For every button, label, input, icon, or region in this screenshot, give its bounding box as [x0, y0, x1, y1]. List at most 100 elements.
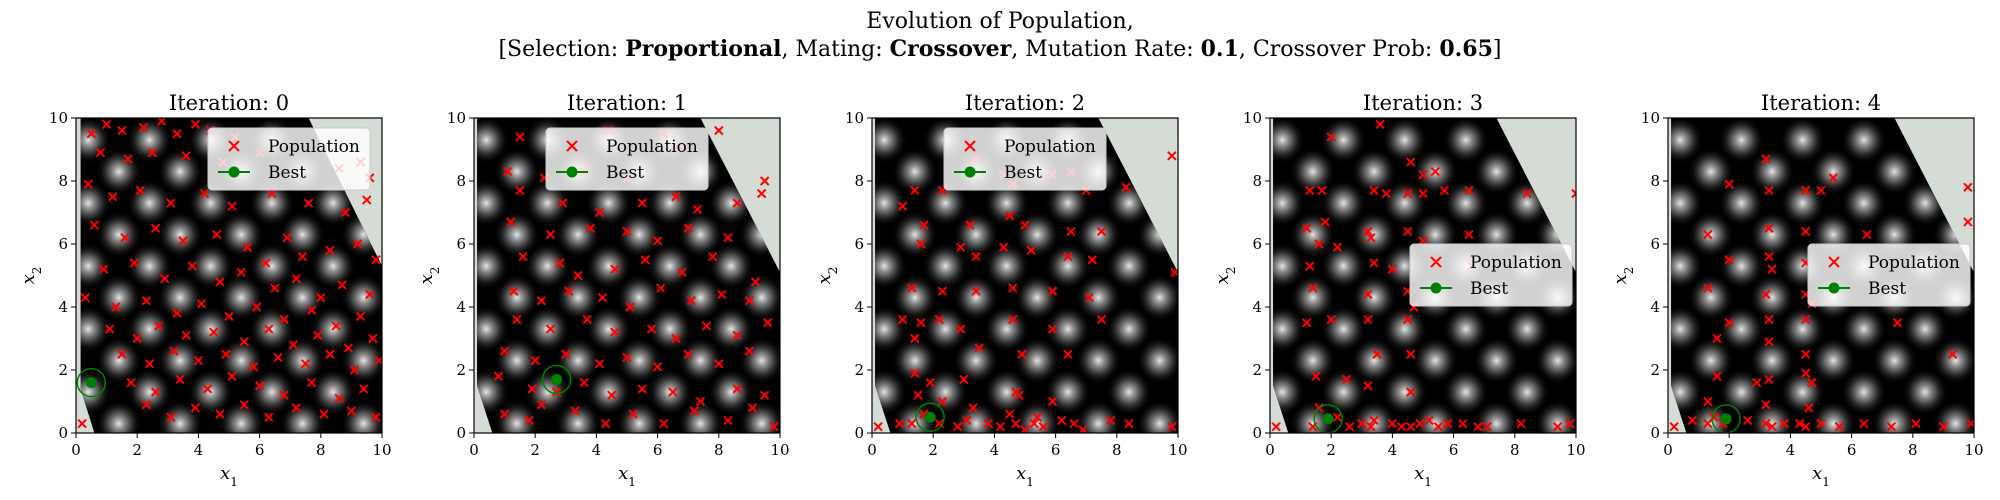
population-point [325, 245, 335, 256]
x-tick-label: 4 [592, 441, 602, 459]
y-tick-label: 2 [58, 361, 68, 379]
fitness-peak [1351, 273, 1397, 322]
population-point [910, 185, 920, 196]
fitness-peak [1381, 179, 1428, 227]
fitness-peak [1106, 368, 1152, 416]
fitness-peak [1442, 368, 1489, 416]
fitness-peak [1320, 242, 1367, 290]
fitness-peak [677, 273, 724, 322]
fitness-peak [1289, 273, 1336, 322]
fitness-peak [218, 399, 265, 433]
legend-population-label: Population [268, 137, 360, 157]
population-point [267, 188, 277, 199]
population-point [536, 399, 547, 410]
fitness-peak [1871, 147, 1918, 196]
population-point [1302, 223, 1312, 233]
fitness-peak [1044, 368, 1091, 416]
legend-population-marker [1430, 256, 1442, 268]
legend: Population Best [1409, 243, 1573, 307]
population-point [1522, 188, 1532, 199]
population-point [509, 286, 519, 296]
population-point [306, 305, 317, 315]
x-tick-label: 2 [928, 441, 938, 459]
population-point [907, 283, 917, 293]
fitness-peak [1779, 305, 1826, 353]
population-point [1011, 418, 1021, 429]
population-point [108, 192, 118, 202]
fitness-peak [708, 305, 754, 353]
fitness-peak [1671, 242, 1704, 290]
population-point [1014, 390, 1024, 400]
population-point [750, 277, 761, 287]
x-tick-label: 4 [1786, 441, 1796, 459]
population-point [536, 295, 547, 306]
y-tick-label: 0 [456, 424, 466, 442]
population-point [306, 377, 317, 388]
legend-population-label: Population [606, 137, 698, 157]
population-point [637, 384, 648, 394]
population-point [1834, 421, 1845, 432]
x-axis-label: x1 [1414, 463, 1432, 489]
fitness-peak [1320, 179, 1367, 227]
population-point [971, 286, 981, 296]
population-point [579, 377, 589, 388]
title-part-6: , Crossover Prob: [1239, 37, 1439, 62]
fitness-peak [126, 118, 173, 164]
fitness-peak [1671, 179, 1704, 227]
population-point [1381, 188, 1391, 199]
population-point [358, 384, 369, 394]
fitness-peak [126, 242, 173, 290]
population-point [1167, 151, 1177, 161]
population-point [1363, 314, 1373, 325]
population-point [732, 384, 742, 394]
population-point [524, 415, 534, 426]
legend-best-marker [1430, 282, 1442, 294]
fitness-peak [1671, 368, 1704, 416]
population-point [502, 166, 513, 177]
panel-title: Iteration: 1 [567, 91, 687, 115]
fitness-peak [983, 305, 1030, 353]
y-tick-label: 2 [456, 361, 466, 379]
population-point [1020, 220, 1030, 230]
x-tick-label: 0 [71, 441, 81, 459]
population-point [1724, 255, 1734, 265]
population-point [349, 365, 360, 375]
fitness-peak [1381, 368, 1428, 416]
legend: Population Best [545, 127, 709, 191]
population-point [1332, 412, 1343, 422]
fitness-peak [1687, 336, 1734, 385]
population-point [668, 387, 678, 397]
fitness-peak [953, 336, 999, 385]
population-point [1406, 421, 1416, 432]
fitness-peak [1381, 118, 1428, 164]
population-point [291, 403, 302, 413]
fitness-peak [1810, 147, 1857, 196]
population-point [558, 198, 568, 208]
population-point [264, 324, 274, 334]
y-tick-label: 10 [447, 109, 466, 127]
population-point [1302, 318, 1312, 328]
fitness-peak [1289, 336, 1336, 385]
population-point [916, 318, 926, 328]
fitness-peak [1932, 399, 1974, 433]
population-point [769, 421, 779, 432]
y-tick-label: 6 [58, 235, 68, 253]
population-point [1862, 229, 1872, 240]
population-point [1047, 396, 1058, 407]
population-point [897, 314, 908, 325]
population-point [316, 292, 326, 303]
population-point [1121, 182, 1131, 193]
title-part-3: Crossover [890, 36, 1012, 62]
population-point [701, 321, 712, 331]
fitness-peak [891, 147, 938, 196]
population-point [1482, 421, 1492, 432]
population-point [1341, 374, 1352, 385]
y-tick-label: 0 [854, 424, 864, 442]
y-tick-label: 4 [1650, 298, 1660, 316]
population-point [1712, 371, 1722, 382]
legend-best-label: Best [268, 163, 306, 183]
population-point [193, 355, 204, 366]
population-point [1317, 185, 1327, 196]
population-point [551, 387, 562, 397]
